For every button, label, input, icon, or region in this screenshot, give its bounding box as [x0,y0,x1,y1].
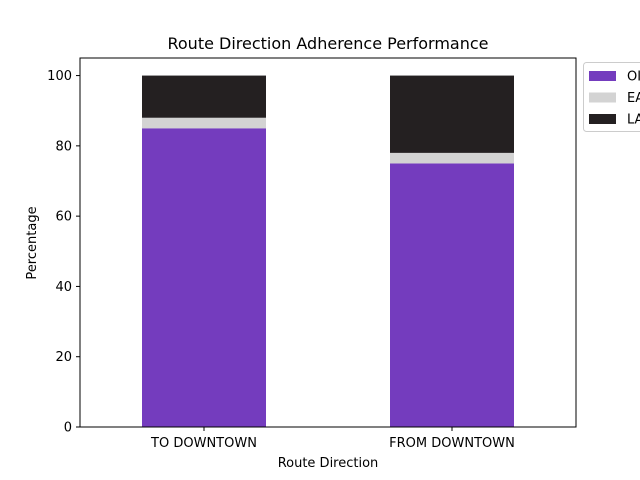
y-axis-label: Percentage [25,206,40,279]
x-tick-label: TO DOWNTOWN [150,436,257,451]
legend: OI EA LA [583,62,640,132]
bars-group [142,75,514,428]
bar-ea-0 [142,117,266,129]
y-tick-label: 20 [55,350,72,365]
y-tick-label: 60 [55,210,72,225]
legend-label: OI [627,70,640,85]
y-tick-label: 80 [55,139,72,154]
bar-oi-0 [142,128,266,428]
bar-oi-1 [390,163,514,427]
legend-swatch [589,114,616,124]
chart-title: Route Direction Adherence Performance [167,34,488,53]
x-axis-ticks: TO DOWNTOWN FROM DOWNTOWN [150,427,515,451]
x-axis-label: Route Direction [278,456,379,471]
y-tick-label: 0 [64,421,72,436]
legend-label: LA [627,113,640,128]
bar-la-1 [390,75,514,153]
bar-la-0 [142,75,266,118]
y-tick-label: 100 [47,69,72,84]
y-tick-label: 40 [55,280,72,295]
legend-swatch [589,92,616,103]
x-tick-label: FROM DOWNTOWN [389,436,515,451]
bar-ea-1 [390,152,514,164]
legend-swatch [589,71,616,81]
plot-frame [79,57,577,428]
legend-label: EA [627,91,640,106]
y-axis-ticks: 0 20 40 60 80 100 [47,69,80,436]
